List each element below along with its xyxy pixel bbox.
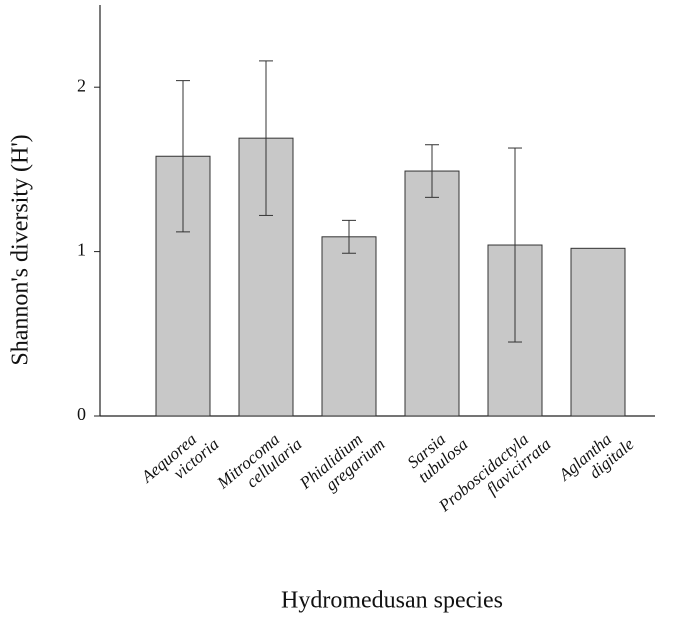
error-bar [425,144,439,198]
error-bar [342,219,356,254]
x-tick-label: Sarsiatubulosa [403,421,472,487]
error-bar [176,80,190,233]
x-tick-label: Proboscidactylaflavicirrata [434,421,554,530]
x-tick-label: Aequoreavictoria [137,421,222,501]
y-tick-label: 0 [77,404,86,424]
bar [321,236,377,417]
bar [570,247,626,417]
x-tick-label: Aglanthadigitale [554,420,637,498]
y-tick-label: 1 [77,240,86,260]
bar [404,170,460,417]
y-axis-label: Shannon's diversity (H') [8,134,34,365]
error-bar [508,147,522,343]
x-tick-label: Mitrocomacellularia [213,421,306,507]
x-axis-label: Hydromedusan species [281,588,503,614]
x-tick-label: Phialidiumgregarium [295,421,388,508]
y-tick-label: 2 [77,75,86,95]
error-bar [259,60,273,216]
